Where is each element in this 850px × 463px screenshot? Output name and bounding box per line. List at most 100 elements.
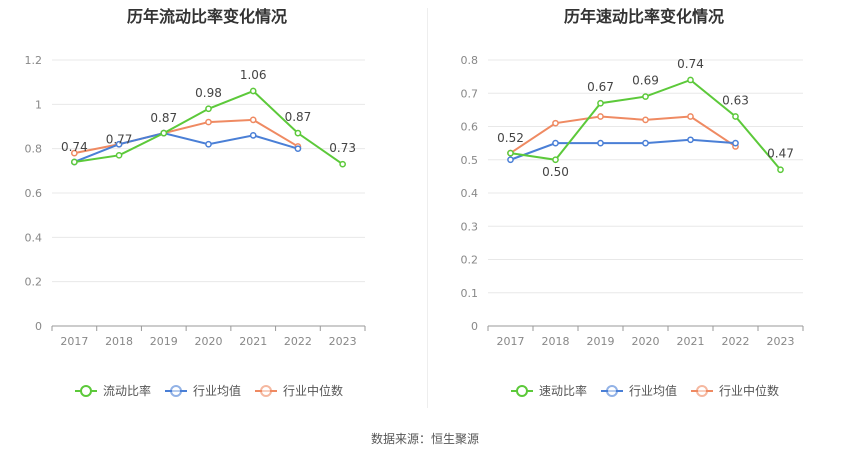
- chart-title: 历年速动比率变化情况: [564, 7, 724, 26]
- data-point: [732, 113, 739, 120]
- series-line-2: [73, 132, 299, 163]
- y-tick-label: 0.5: [461, 154, 479, 167]
- data-label: 1.06: [240, 68, 267, 82]
- x-tick-label: 2017: [60, 335, 88, 348]
- x-tick-label: 2018: [542, 335, 570, 348]
- legend-label: 速动比率: [539, 383, 587, 398]
- x-tick-label: 2022: [284, 335, 312, 348]
- legend-marker-icon: [516, 385, 528, 397]
- data-label: 0.74: [61, 140, 88, 154]
- legend-marker-icon: [606, 385, 618, 397]
- data-point: [71, 149, 78, 157]
- data-label: 0.63: [722, 94, 749, 108]
- x-tick-label: 2023: [767, 335, 795, 348]
- data-label: 0.47: [767, 147, 794, 161]
- data-point: [552, 156, 559, 164]
- x-tick-label: 2021: [239, 335, 267, 348]
- data-label: 0.77: [106, 132, 133, 146]
- legend-item-1[interactable]: 速动比率: [511, 383, 587, 398]
- data-point: [552, 139, 559, 147]
- data-point: [507, 149, 514, 157]
- data-point: [642, 116, 649, 124]
- series-line-2: [510, 138, 736, 161]
- legend-label: 行业均值: [629, 383, 677, 398]
- x-tick-label: 2021: [677, 335, 705, 348]
- legend-item-2[interactable]: 行业均值: [601, 383, 677, 398]
- data-point: [777, 166, 784, 174]
- panel-divider: [427, 8, 428, 408]
- y-tick-label: 0.2: [25, 276, 43, 289]
- data-point: [642, 93, 649, 100]
- x-tick-label: 2022: [722, 335, 750, 348]
- x-tick-label: 2023: [329, 335, 357, 348]
- y-tick-label: 0.6: [461, 121, 479, 134]
- data-point: [687, 76, 694, 84]
- y-tick-label: 0.7: [461, 87, 479, 100]
- legend-label: 行业中位数: [719, 383, 779, 398]
- legend-label: 行业中位数: [283, 383, 343, 398]
- data-point: [205, 140, 212, 148]
- x-tick-label: 2017: [497, 335, 525, 348]
- data-label: 0.98: [195, 86, 222, 100]
- legend-item-1[interactable]: 流动比率: [75, 383, 151, 398]
- data-label: 0.87: [150, 111, 177, 125]
- legend-marker-icon: [260, 385, 272, 397]
- data-point: [687, 136, 694, 144]
- y-tick-label: 1.2: [25, 54, 43, 67]
- x-tick-label: 2019: [150, 335, 178, 348]
- data-label: 0.74: [677, 57, 704, 71]
- data-point: [115, 151, 123, 159]
- data-point: [687, 113, 694, 120]
- x-tick-label: 2018: [105, 335, 133, 348]
- data-label: 0.50: [542, 165, 569, 179]
- legend-item-3[interactable]: 行业中位数: [691, 383, 779, 398]
- series-line-3: [509, 115, 737, 154]
- data-point: [205, 105, 212, 113]
- chart-1: 历年流动比率变化情况 0 0.2 0.4 0.6 0.8 1 1.2 2017 2018 2019 2…: [25, 7, 366, 398]
- y-tick-label: 0.2: [461, 254, 479, 267]
- legend-item-3[interactable]: 行业中位数: [255, 383, 343, 398]
- data-point: [249, 132, 257, 139]
- data-label: 0.73: [329, 141, 356, 155]
- data-label: 0.69: [632, 74, 659, 88]
- y-tick-label: 0: [471, 320, 478, 333]
- data-point: [249, 87, 257, 95]
- x-tick-label: 2019: [587, 335, 615, 348]
- x-tick-label: 2020: [632, 335, 660, 348]
- data-label: 0.67: [587, 80, 614, 94]
- y-tick-label: 0: [35, 320, 42, 333]
- y-tick-label: 0.8: [25, 143, 43, 156]
- y-tick-label: 0.6: [25, 187, 43, 200]
- data-point: [597, 113, 604, 120]
- y-tick-label: 0.3: [461, 220, 479, 233]
- chart-2: 历年速动比率变化情况 0 0.1 0.2 0.3 0.4 0.5 0.6 0.7 0.8 2017 2…: [461, 7, 804, 398]
- data-point: [205, 118, 212, 126]
- source-note: 数据来源：恒生聚源: [370, 432, 479, 446]
- legend-label: 流动比率: [103, 383, 151, 398]
- x-tick-label: 2020: [195, 335, 223, 348]
- legend-marker-icon: [80, 385, 92, 397]
- data-point: [294, 129, 302, 137]
- data-point: [339, 160, 346, 168]
- data-point: [249, 116, 257, 124]
- y-tick-label: 1: [35, 98, 42, 111]
- data-point: [552, 119, 559, 127]
- data-point: [507, 156, 514, 164]
- data-point: [294, 145, 302, 153]
- y-tick-label: 0.8: [461, 54, 479, 67]
- data-label: 0.87: [285, 110, 312, 124]
- legend-marker-icon: [696, 385, 708, 397]
- data-point: [115, 140, 123, 148]
- y-tick-label: 0.4: [461, 187, 479, 200]
- data-point: [642, 139, 649, 147]
- chart-title: 历年流动比率变化情况: [127, 7, 287, 26]
- y-tick-label: 0.4: [25, 231, 43, 244]
- data-point: [597, 139, 604, 147]
- data-label: 0.52: [497, 131, 524, 145]
- legend-label: 行业均值: [193, 383, 241, 398]
- legend-marker-icon: [170, 385, 182, 397]
- legend-item-2[interactable]: 行业均值: [165, 383, 241, 398]
- series-line-3: [74, 118, 299, 155]
